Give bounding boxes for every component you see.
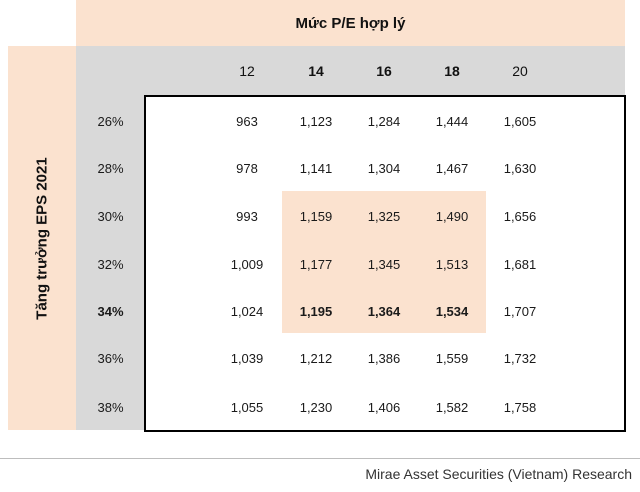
table-cell: 1,177 [299,256,333,272]
row-header-band [76,95,145,430]
table-cell: 1,681 [503,256,537,272]
table-cell: 1,159 [299,208,333,224]
column-header-band [76,46,625,95]
table-cell: 1,230 [299,399,333,415]
table-cell: 1,386 [367,350,401,366]
row-header: 38% [97,399,124,415]
table-cell: 1,345 [367,256,401,272]
table-cell: 1,490 [435,208,469,224]
table-cell: 1,039 [230,350,264,366]
table-cell: 1,559 [435,350,469,366]
table-cell: 1,406 [367,399,401,415]
side-band [8,46,76,430]
row-header: 32% [97,256,124,272]
table-cell: 1,656 [503,208,537,224]
column-header: 16 [376,62,392,79]
table-cell: 1,141 [299,160,333,176]
column-header: 20 [512,62,528,79]
table-cell: 1,732 [503,350,537,366]
row-header: 30% [97,208,124,224]
table-cell: 1,630 [503,160,537,176]
table-cell: 1,304 [367,160,401,176]
title-band [76,0,625,46]
source-note: Mirae Asset Securities (Vietnam) Researc… [365,466,632,482]
side-label: Tăng trưởng EPS 2021 [33,156,51,320]
table-cell: 1,467 [435,160,469,176]
highlight-region [282,191,486,333]
table-cell: 1,582 [435,399,469,415]
value-grid-border [144,95,626,432]
column-header: 14 [308,62,324,79]
table-cell: 1,055 [230,399,264,415]
table-cell: 1,009 [230,256,264,272]
table-cell: 1,123 [299,113,333,129]
column-header: 12 [239,62,255,79]
table-cell: 1,707 [503,303,537,319]
table-cell: 1,195 [299,303,333,319]
table-cell: 1,284 [367,113,401,129]
table-cell: 978 [236,160,258,176]
column-header: 18 [444,62,460,79]
table-cell: 1,534 [435,303,469,319]
table-cell: 993 [236,208,258,224]
table-cell: 1,212 [299,350,333,366]
table-cell: 1,605 [503,113,537,129]
row-header: 36% [97,350,124,366]
table-cell: 1,364 [367,303,401,319]
row-header: 28% [97,160,124,176]
table-title: Mức P/E hợp lý [295,14,406,32]
table-cell: 1,513 [435,256,469,272]
table-cell: 1,325 [367,208,401,224]
side-label-wrap: Tăng trưởng EPS 2021 [8,46,76,430]
row-header: 26% [97,113,124,129]
row-header: 34% [97,303,124,319]
footer-rule [0,458,640,459]
table-cell: 1,024 [230,303,264,319]
table-cell: 1,444 [435,113,469,129]
table-cell: 1,758 [503,399,537,415]
table-cell: 963 [236,113,258,129]
